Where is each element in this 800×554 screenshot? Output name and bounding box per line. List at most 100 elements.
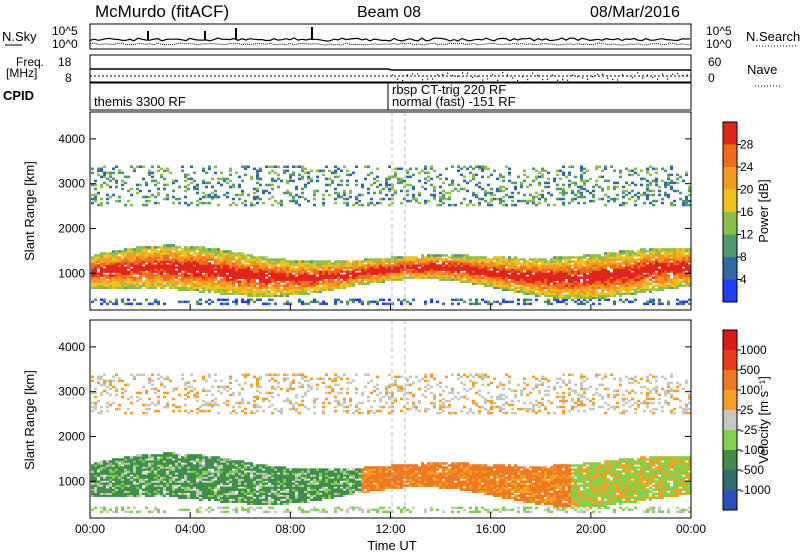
power-cell xyxy=(127,278,130,281)
power-cell xyxy=(91,300,94,304)
power-cell xyxy=(244,268,247,271)
power-cell xyxy=(115,276,118,279)
power-cell xyxy=(211,268,214,271)
power-cell xyxy=(400,177,403,181)
nave-point xyxy=(417,73,419,75)
power-cell xyxy=(685,274,688,277)
power-cell xyxy=(478,266,481,269)
power-cell xyxy=(268,280,271,283)
power-cell xyxy=(601,296,604,300)
power-cell xyxy=(688,270,691,273)
power-cell xyxy=(118,199,121,203)
power-cell xyxy=(181,276,184,279)
power-cell xyxy=(460,262,463,265)
power-cell xyxy=(154,250,157,253)
power-cell xyxy=(94,179,97,183)
power-cell xyxy=(160,262,163,265)
velocity-cell xyxy=(115,486,118,489)
power-cell xyxy=(448,197,451,201)
cpid-entry-normal: normal (fast) -151 RF xyxy=(392,94,516,109)
power-cell xyxy=(229,179,232,183)
power-cell xyxy=(169,278,172,281)
power-cell xyxy=(385,274,388,277)
power-cell xyxy=(544,181,547,185)
power-cell xyxy=(601,290,604,294)
power-cell xyxy=(232,254,235,257)
power-cell xyxy=(448,262,451,265)
power-cell xyxy=(490,197,493,201)
power-cell xyxy=(301,278,304,281)
power-cell xyxy=(646,187,649,191)
power-cell xyxy=(466,276,469,279)
colorbar-tick-label: 16 xyxy=(740,205,754,219)
power-cell xyxy=(172,256,175,259)
power-cell xyxy=(133,268,136,271)
power-cell xyxy=(649,201,652,205)
power-cell xyxy=(487,183,490,187)
power-cell xyxy=(151,193,154,197)
power-cell xyxy=(151,246,154,249)
power-cell xyxy=(655,280,658,283)
power-cell xyxy=(265,274,268,277)
power-cell xyxy=(181,250,184,253)
velocity-cell xyxy=(112,470,115,473)
power-cell xyxy=(649,282,652,285)
power-cell xyxy=(478,201,481,205)
colorbar-segment xyxy=(723,212,737,235)
power-cell xyxy=(601,274,604,277)
velocity-cell xyxy=(100,470,103,473)
power-cell xyxy=(487,266,490,269)
power-cell xyxy=(490,272,493,275)
power-cell xyxy=(298,260,301,263)
power-cell xyxy=(559,260,562,263)
power-cell xyxy=(637,274,640,277)
power-cell xyxy=(562,300,565,304)
power-cell xyxy=(196,268,199,271)
power-cell xyxy=(226,254,229,257)
power-cell xyxy=(640,248,643,251)
power-cell xyxy=(535,203,538,207)
power-cell xyxy=(418,193,421,197)
power-cell xyxy=(598,280,601,283)
power-cell xyxy=(193,262,196,265)
power-cell xyxy=(517,286,520,289)
power-cell xyxy=(565,288,568,292)
power-cell xyxy=(571,284,574,287)
power-cell xyxy=(397,167,400,171)
power-cell xyxy=(604,179,607,183)
power-cell xyxy=(157,254,160,257)
power-cell xyxy=(319,260,322,263)
power-cell xyxy=(301,165,304,169)
power-cell xyxy=(274,199,277,203)
power-cell xyxy=(556,296,559,300)
power-cell xyxy=(100,183,103,187)
power-cell xyxy=(205,258,208,261)
power-cell xyxy=(520,185,523,189)
power-cell xyxy=(286,300,289,304)
velocity-cell xyxy=(112,379,115,383)
power-cell xyxy=(499,278,502,281)
power-cell xyxy=(172,244,175,247)
power-cell xyxy=(646,276,649,279)
power-cell xyxy=(142,260,145,263)
power-cell xyxy=(613,264,616,267)
power-cell xyxy=(148,286,151,289)
power-cell xyxy=(670,262,673,265)
power-cell xyxy=(592,282,595,285)
power-cell xyxy=(211,274,214,277)
velocity-cell xyxy=(121,472,124,475)
power-cell xyxy=(265,278,268,281)
power-cell xyxy=(517,280,520,283)
power-cell xyxy=(649,165,652,169)
power-cell xyxy=(106,274,109,277)
power-cell xyxy=(313,203,316,207)
power-cell xyxy=(145,260,148,263)
power-cell xyxy=(574,284,577,287)
power-cell xyxy=(631,300,634,304)
power-cell xyxy=(370,268,373,271)
power-cell xyxy=(235,171,238,175)
power-cell xyxy=(145,256,148,259)
power-cell xyxy=(133,284,136,287)
power-cell xyxy=(493,300,496,304)
